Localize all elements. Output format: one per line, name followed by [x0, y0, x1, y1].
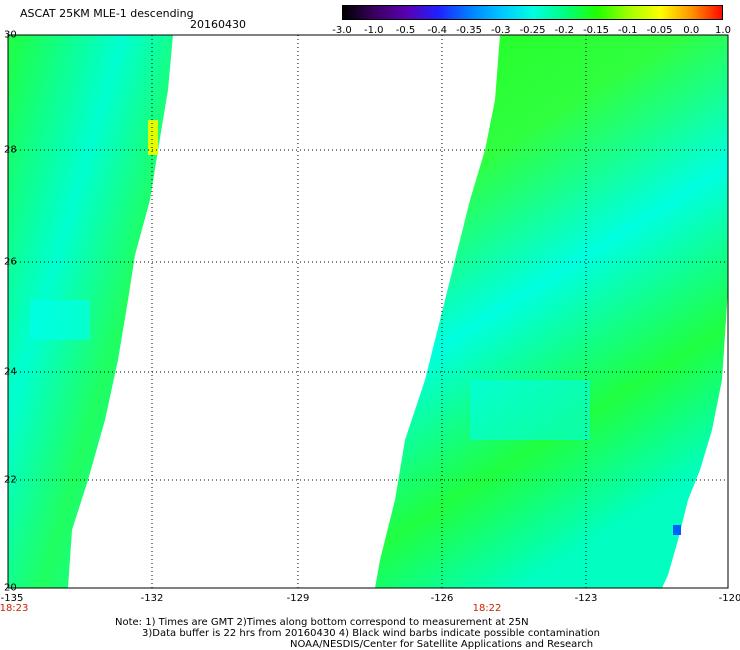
colorbar-tick-label: 0.0 [683, 25, 700, 36]
time-label-left: 18:23 [0, 603, 29, 614]
plot-frame [7, 34, 729, 589]
colorbar-tick-label: -0.05 [646, 25, 673, 36]
y-tick-label: 22 [4, 474, 17, 486]
x-tick-label: -132 [140, 593, 164, 604]
colorbar [342, 5, 723, 20]
x-tick-label: -126 [430, 593, 454, 604]
cyan-patch [470, 380, 590, 440]
colorbar-tick-label: -0.4 [427, 25, 448, 36]
gridlines [8, 35, 728, 588]
note-line-2: 3)Data buffer is 22 hrs from 20160430 4)… [142, 628, 600, 639]
colorbar-tick-label: -0.15 [583, 25, 609, 36]
colorbar-tick-label: -1.0 [363, 25, 384, 36]
colorbar-tick-label: 1.0 [715, 25, 731, 36]
x-tick-label: -123 [574, 593, 598, 604]
colorbar-tick-label: -0.1 [617, 25, 638, 36]
time-label-right: 18:22 [472, 603, 502, 614]
y-tick-label: 26 [4, 256, 17, 268]
colorbar-tick-label: -0.35 [456, 25, 482, 36]
cyan-patch [30, 300, 90, 340]
note-line-1: Note: 1) Times are GMT 2)Times along bot… [115, 617, 529, 628]
colorbar-tick-label: -0.25 [519, 25, 546, 36]
swath-left [8, 35, 173, 588]
map-title: ASCAT 25KM MLE-1 descending [20, 7, 194, 20]
colorbar-tick-label: -3.0 [332, 25, 352, 36]
colorbar-tick-label: -0.3 [490, 25, 511, 36]
x-tick-label: -120 [718, 593, 740, 604]
x-tick-label: -129 [286, 593, 310, 604]
colorbar-tick-label: -0.2 [554, 25, 575, 36]
map-date: 20160430 [190, 18, 246, 31]
y-tick-label: 30 [4, 29, 17, 41]
blue-pixel [673, 525, 681, 535]
y-tick-label: 24 [4, 366, 17, 378]
swath-right [375, 35, 728, 588]
x-tick-label: -135 [0, 593, 24, 604]
colorbar-tick-label: -0.5 [395, 25, 416, 36]
y-tick-label: 20 [4, 582, 17, 594]
note-line-3: NOAA/NESDIS/Center for Satellite Applica… [290, 639, 594, 650]
yellow-patch [148, 120, 158, 155]
colorbar-gradient [343, 6, 722, 19]
y-tick-label: 28 [4, 144, 17, 156]
